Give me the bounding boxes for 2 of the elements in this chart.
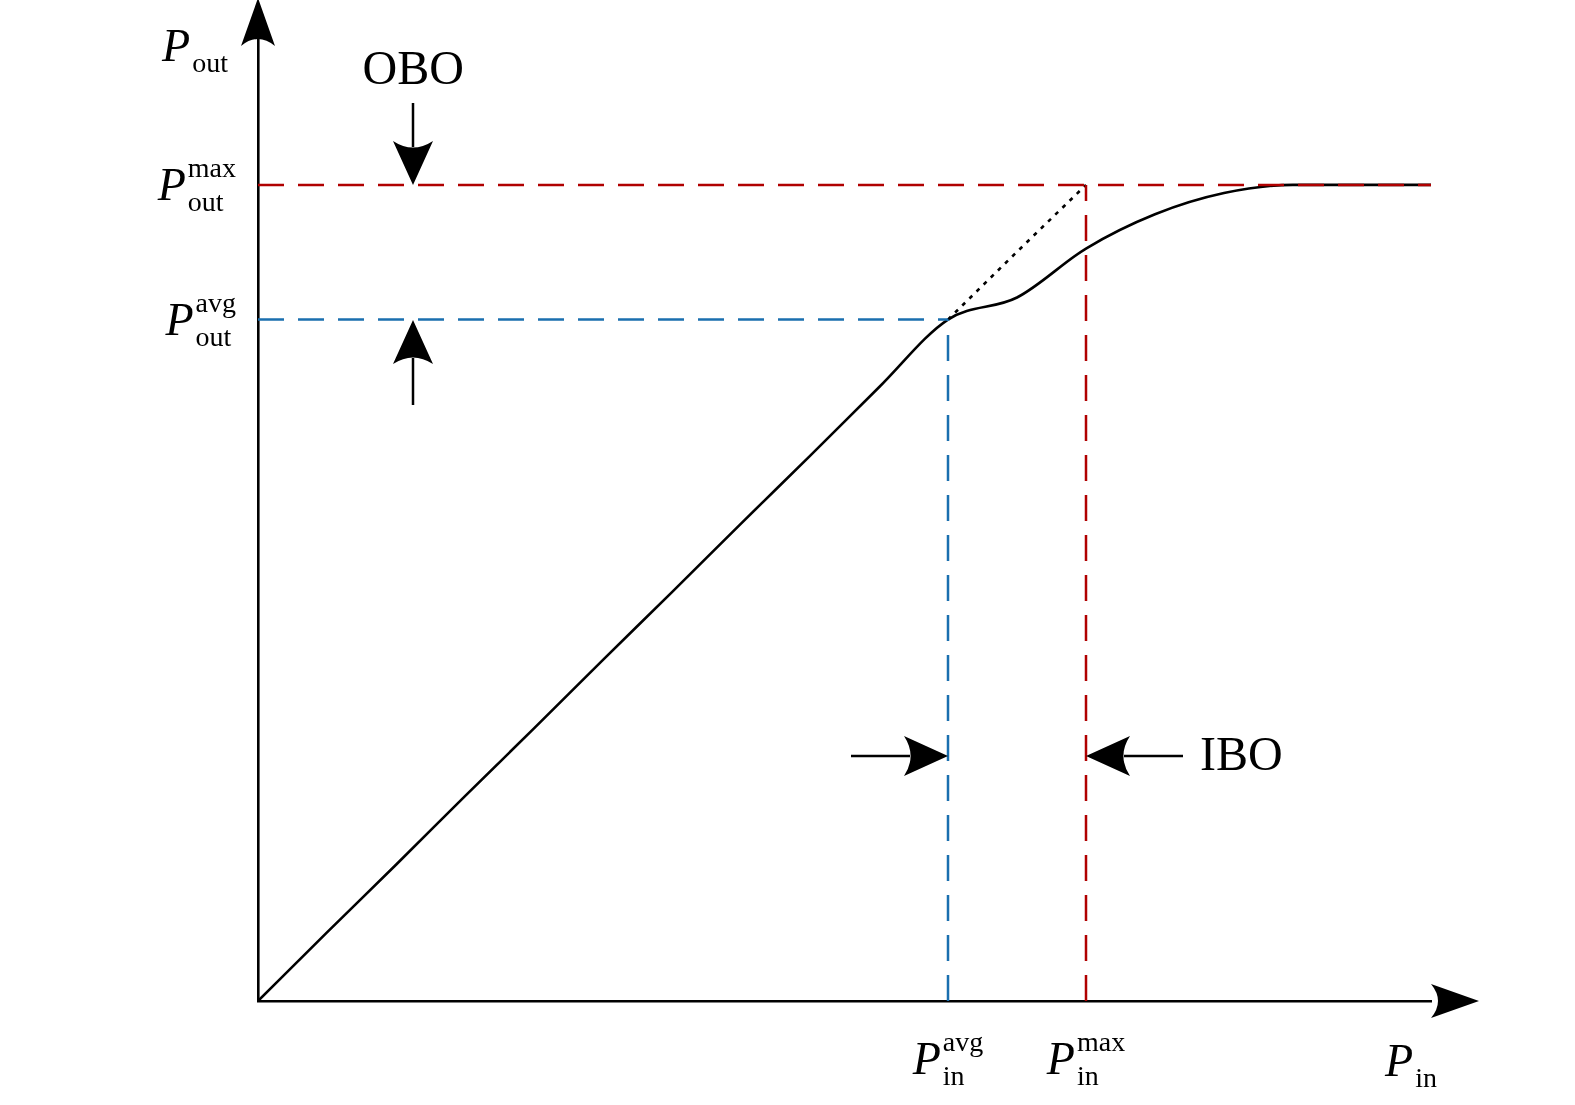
text: OBO (361, 39, 465, 95)
annotation: IBO (1200, 726, 1283, 782)
